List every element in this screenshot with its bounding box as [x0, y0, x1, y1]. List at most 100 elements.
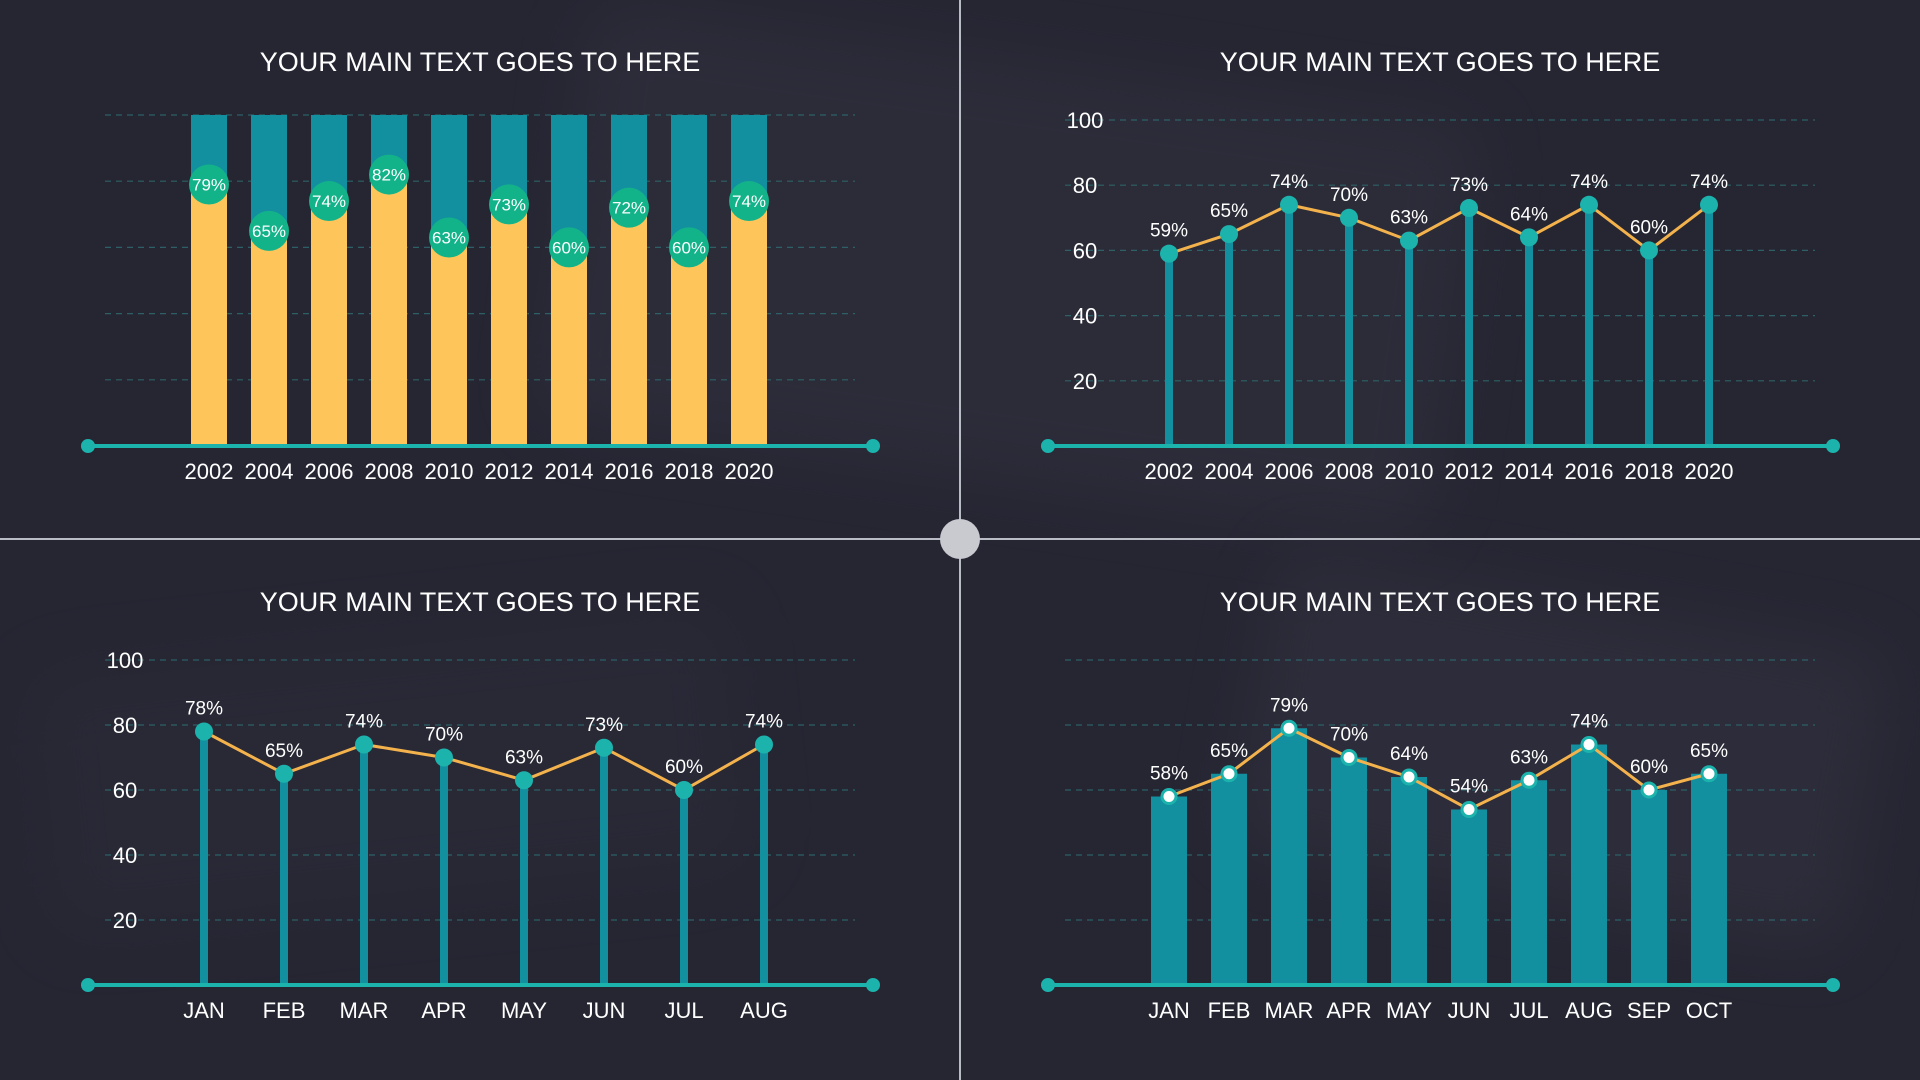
data-marker — [669, 227, 709, 268]
data-marker — [729, 181, 769, 222]
data-label: 73% — [1450, 175, 1488, 196]
bar — [311, 201, 347, 446]
data-label: 70% — [1330, 185, 1368, 206]
data-marker — [355, 735, 373, 754]
x-tick-label: JAN — [1148, 998, 1190, 1023]
bar — [431, 237, 467, 446]
data-marker — [1220, 225, 1238, 244]
bar — [611, 207, 647, 446]
bar — [551, 247, 587, 446]
axis-end-dot — [1041, 439, 1055, 453]
x-tick-label: FEB — [263, 998, 306, 1023]
data-marker — [1520, 228, 1538, 247]
bar — [1511, 780, 1547, 985]
x-tick-label: 2006 — [305, 459, 354, 484]
data-label: 73% — [585, 715, 623, 736]
x-tick-label: APR — [1326, 998, 1371, 1023]
data-marker — [1340, 208, 1358, 227]
data-label: 65% — [252, 222, 286, 241]
chart-title: YOUR MAIN TEXT GOES TO HERE — [1220, 587, 1661, 617]
bar-remainder — [551, 115, 587, 248]
data-label: 64% — [1390, 744, 1428, 765]
x-tick-label: MAY — [1386, 998, 1432, 1023]
y-tick-label: 100 — [107, 648, 144, 673]
data-label: 74% — [345, 712, 383, 733]
chart-title: YOUR MAIN TEXT GOES TO HERE — [260, 587, 701, 617]
data-label: 63% — [432, 228, 466, 247]
bar — [1571, 744, 1607, 985]
axis-end-dot — [81, 978, 95, 992]
data-marker — [1220, 765, 1238, 783]
data-label: 65% — [1210, 201, 1248, 222]
data-label: 65% — [265, 741, 303, 762]
x-tick-label: AUG — [1565, 998, 1613, 1023]
x-tick-label: 2020 — [725, 459, 774, 484]
data-marker — [249, 210, 289, 251]
x-tick-label: JAN — [183, 998, 225, 1023]
data-label: 79% — [1270, 695, 1308, 716]
data-label: 65% — [1690, 741, 1728, 762]
chart-top-left: YOUR MAIN TEXT GOES TO HERE 79% 65% 74% 82%… — [81, 47, 880, 484]
data-marker — [189, 164, 229, 205]
series-line — [203, 730, 765, 792]
x-tick-label: JUL — [664, 998, 703, 1023]
data-label: 70% — [1330, 725, 1368, 746]
data-marker — [1580, 195, 1598, 214]
bar — [1691, 773, 1727, 985]
x-tick-label: JUN — [1448, 998, 1491, 1023]
data-label: 82% — [372, 166, 406, 185]
center-node — [940, 519, 980, 559]
data-label: 60% — [672, 238, 706, 257]
axis-end-dot — [81, 439, 95, 453]
bar-remainder — [671, 115, 707, 248]
data-marker — [1280, 195, 1298, 214]
data-marker — [595, 738, 613, 757]
data-label: 74% — [732, 192, 766, 211]
data-label: 60% — [1630, 757, 1668, 778]
chart-title: YOUR MAIN TEXT GOES TO HERE — [1220, 47, 1661, 77]
data-marker — [1400, 768, 1418, 786]
x-tick-label: SEP — [1627, 998, 1671, 1023]
y-tick-label: 20 — [1073, 369, 1097, 394]
x-tick-label: 2012 — [485, 459, 534, 484]
data-marker — [275, 764, 293, 783]
data-marker — [549, 227, 589, 268]
x-tick-label: 2010 — [1385, 459, 1434, 484]
data-label: 60% — [1630, 217, 1668, 238]
data-marker — [1700, 195, 1718, 214]
data-marker — [755, 735, 773, 754]
y-tick-label: 100 — [1067, 108, 1104, 133]
data-marker — [429, 217, 469, 258]
y-tick-label: 20 — [113, 908, 137, 933]
x-tick-label: 2012 — [1445, 459, 1494, 484]
x-tick-label: 2004 — [245, 459, 294, 484]
data-marker — [1640, 781, 1658, 799]
y-tick-label: 60 — [1073, 238, 1097, 263]
bar — [251, 230, 287, 446]
data-marker — [1460, 801, 1478, 818]
data-marker — [1460, 199, 1478, 218]
bar — [1151, 796, 1187, 985]
data-label: 74% — [1570, 712, 1608, 733]
data-label: 65% — [1210, 741, 1248, 762]
bar — [1451, 809, 1487, 985]
data-label: 79% — [192, 176, 226, 195]
axis-end-dot — [1826, 439, 1840, 453]
x-tick-label: OCT — [1686, 998, 1732, 1023]
data-label: 74% — [1690, 172, 1728, 193]
bar — [191, 184, 227, 446]
data-label: 58% — [1150, 764, 1188, 785]
x-tick-label: 2008 — [1325, 459, 1374, 484]
bar-remainder — [431, 115, 467, 238]
bar — [1631, 790, 1667, 985]
data-label: 63% — [505, 747, 543, 768]
data-label: 63% — [1510, 747, 1548, 768]
bar — [371, 174, 407, 446]
x-tick-label: 2008 — [365, 459, 414, 484]
data-label: 70% — [425, 725, 463, 746]
data-marker — [1160, 244, 1178, 263]
data-marker — [435, 748, 453, 767]
x-tick-label: AUG — [740, 998, 788, 1023]
bar — [671, 247, 707, 446]
